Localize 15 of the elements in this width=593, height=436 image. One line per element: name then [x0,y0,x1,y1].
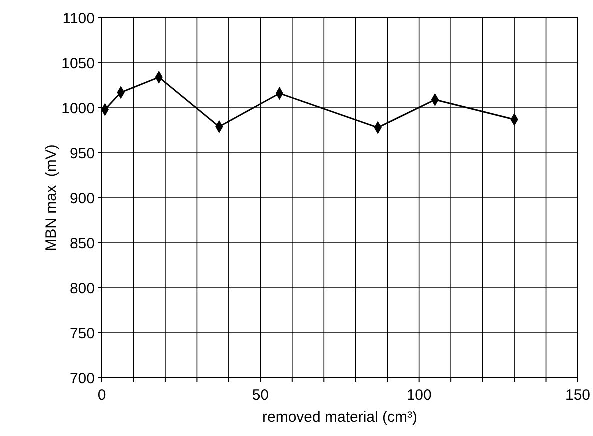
x-tick-label: 100 [406,387,432,404]
y-tick-label: 1050 [62,55,95,72]
y-tick-label: 1100 [62,10,95,28]
y-tick-label: 750 [70,325,95,342]
y-axis-title: MBN max (mV) [43,144,60,252]
y-tick-label: 800 [70,280,95,298]
x-tick-label: 0 [98,387,106,404]
x-tick-label: 50 [252,387,270,404]
y-tick-label: 1000 [62,100,95,118]
x-axis-title: removed material (cm³) [262,409,418,426]
y-tick-label: 900 [70,190,95,208]
y-tick-label: 700 [70,370,95,388]
y-tick-label: 850 [70,235,95,252]
y-tick-label: 950 [70,145,95,162]
x-tick-label: 150 [565,387,591,404]
